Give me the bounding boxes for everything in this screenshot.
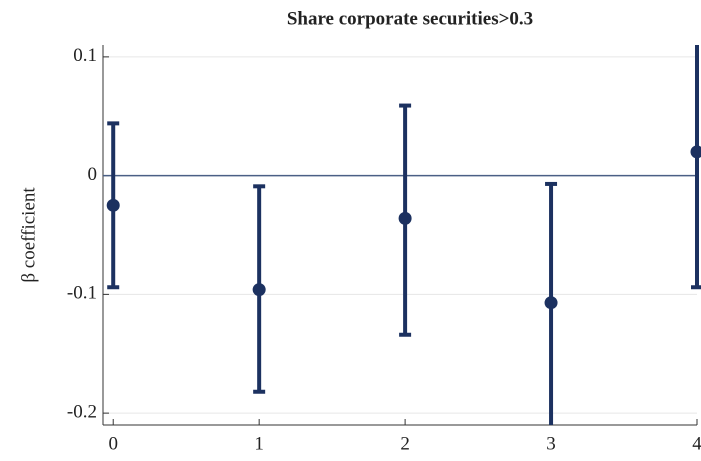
- y-tick-label: 0: [88, 164, 98, 185]
- point: [544, 296, 558, 310]
- chart-title: Share corporate securities>0.3: [287, 8, 533, 29]
- x-tick-label: 2: [400, 433, 410, 454]
- x-tick-label: 0: [108, 433, 118, 454]
- point: [690, 145, 701, 159]
- x-tick-label: 4: [692, 433, 701, 454]
- x-tick-label: 3: [546, 433, 556, 454]
- plot-area: [106, 45, 701, 425]
- y-tick-label: -0.1: [67, 283, 97, 304]
- point: [252, 283, 266, 297]
- x-tick-label: 1: [254, 433, 264, 454]
- y-axis-label: β coefficient: [18, 187, 39, 283]
- point: [106, 198, 120, 212]
- y-tick-label: -0.2: [67, 401, 97, 422]
- point: [398, 211, 412, 225]
- y-tick-label: 0.1: [73, 45, 97, 66]
